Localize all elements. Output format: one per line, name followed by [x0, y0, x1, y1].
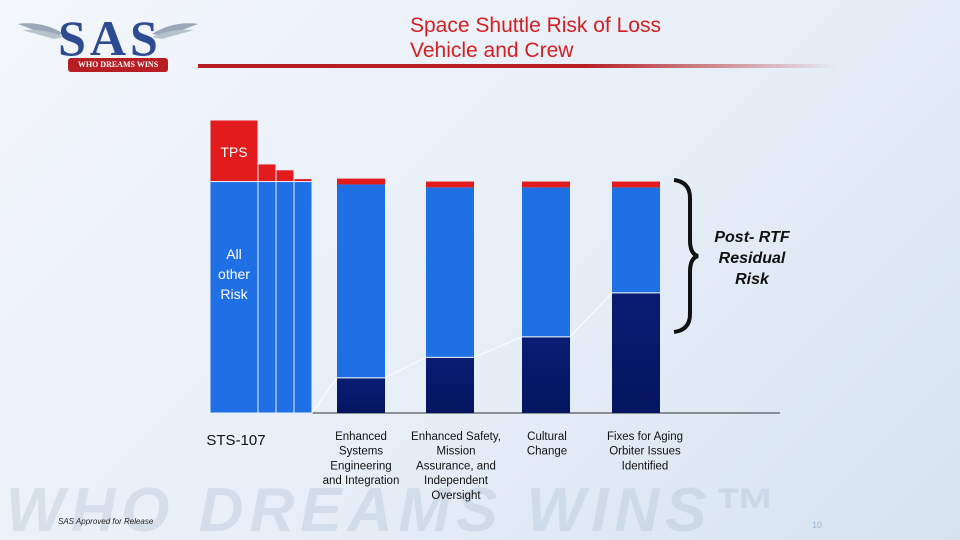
residual-risk-label-2: Residual [719, 250, 786, 267]
approval-note: SAS Approved for Release [58, 517, 154, 526]
logo-ribbon: WHO DREAMS WINS [68, 58, 168, 72]
logo-letters: SAS [58, 10, 162, 66]
right-wing-icon [152, 23, 198, 39]
sts107-tps-bar-4 [293, 178, 313, 183]
page-number: 10 [812, 520, 823, 530]
tick-label-5-line-1: Fixes for Aging [607, 431, 683, 443]
other-risk-label-1: All [226, 246, 242, 262]
residual-risk-bar-4 [612, 292, 660, 413]
other-risk-bar-1 [337, 184, 385, 378]
tick-label-5-line-2: Orbiter Issues [609, 446, 681, 458]
sts107-other-risk-bar-4 [293, 181, 313, 414]
watermark-slogan: WHO DREAMS WINS™ [6, 482, 781, 540]
sts107-tps-bar-2 [257, 163, 277, 183]
sts107-other-risk-bar-3 [275, 181, 295, 414]
other-risk-label-2: other [218, 266, 250, 282]
tick-label-3-line-5: Oversight [431, 490, 481, 502]
other-risk-bar-2 [426, 187, 474, 358]
other-risk-bar-3 [522, 187, 570, 337]
tick-label-2-line-1: Enhanced [335, 431, 387, 443]
residual-risk-bar-3 [522, 336, 570, 413]
sts107-other-risk-bar-2 [257, 181, 277, 414]
title-line-1: Space Shuttle Risk of Loss [410, 14, 661, 37]
title-line-2: Vehicle and Crew [410, 39, 574, 62]
residual-trend-line [311, 292, 660, 414]
tick-label-3-line-1: Enhanced Safety, [411, 431, 501, 443]
residual-risk-label-1: Post- RTF [714, 229, 790, 246]
tick-label-3-line-2: Mission [437, 446, 476, 458]
tick-label-1-line-1: STS-107 [206, 432, 265, 449]
tick-label-4-line-2: Change [527, 446, 567, 458]
tick-label-2-line-3: Engineering [330, 460, 391, 472]
tps-bar-2 [426, 181, 474, 188]
residual-risk-bar-2 [426, 357, 474, 413]
tick-label-5-line-3: Identified [622, 460, 669, 472]
tick-label-2-line-2: Systems [339, 446, 383, 458]
residual-risk-label-3: Risk [735, 271, 770, 288]
tps-bar-4 [612, 181, 660, 188]
other-risk-label-3: Risk [220, 286, 248, 302]
tick-label-4-line-1: Cultural [527, 431, 567, 443]
residual-brace [673, 178, 699, 334]
sas-logo: SAS WHO DREAMS WINS [18, 8, 198, 72]
tps-bar-3 [522, 181, 570, 188]
left-wing-icon [18, 23, 64, 39]
tps-label: TPS [220, 144, 247, 160]
tick-label-3-line-4: Independent [424, 475, 489, 487]
tps-bar-1 [337, 178, 385, 185]
tick-label-3-line-3: Assurance, and [416, 460, 496, 472]
residual-risk-bar-1 [337, 377, 385, 413]
header-rule [198, 64, 838, 68]
sts107-tps-bar-1 [209, 119, 259, 183]
other-risk-bar-4 [612, 187, 660, 293]
page-title: Space Shuttle Risk of Loss Vehicle and C… [410, 13, 770, 63]
sts107-tps-bar-3 [275, 169, 295, 183]
tick-label-2-line-4: and Integration [323, 475, 400, 487]
